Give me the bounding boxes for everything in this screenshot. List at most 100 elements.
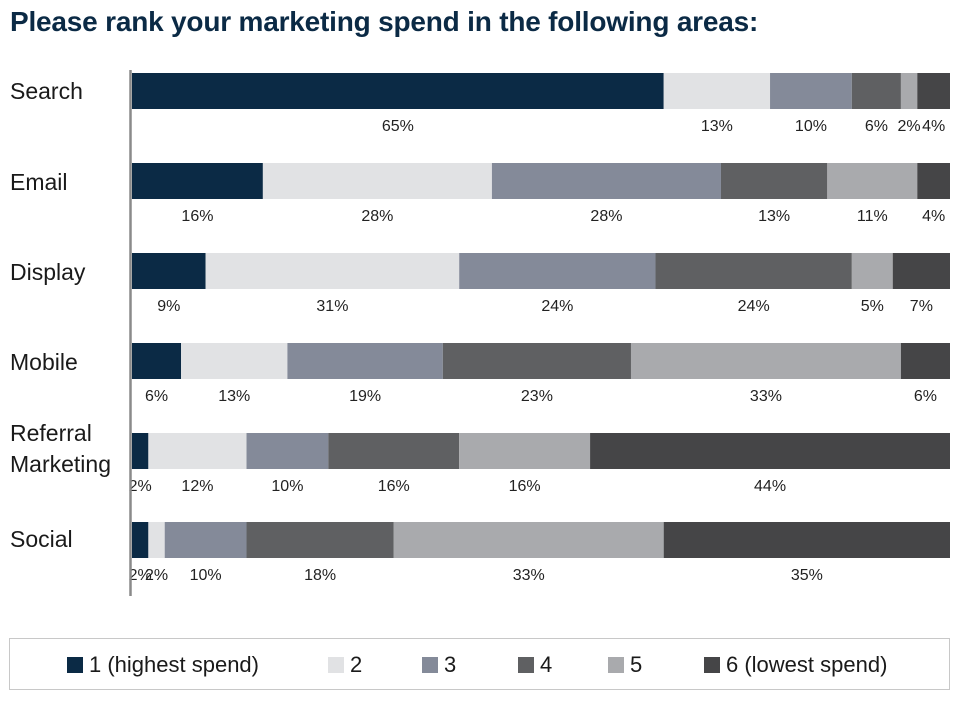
bar-segment-mobile-rank-3 [287,343,443,379]
data-label-search-rank-3: 10% [795,118,827,135]
bar-segment-display-rank-3 [459,253,656,289]
data-label-social-rank-4: 18% [304,567,336,584]
legend-swatch-rank-1 [67,657,83,673]
data-label-referral-marketing-rank-6: 44% [754,478,786,495]
legend-item-rank-4: 4 [518,639,552,691]
data-label-social-rank-2: 2% [145,567,168,584]
legend: 1 (highest spend) 2 3 4 5 6 (lowest spend) [9,638,950,690]
data-label-mobile-rank-1: 6% [145,388,168,405]
bar-segment-referral-marketing-rank-1 [132,433,149,469]
category-label-referral-marketing: Referral Marketing [10,420,111,477]
data-label-social-rank-5: 33% [513,567,545,584]
chart-title: Please rank your marketing spend in the … [10,6,759,37]
bar-segment-email-rank-4 [720,163,828,199]
data-label-display-rank-3: 24% [541,298,573,315]
bar-segment-social-rank-5 [393,522,664,558]
bar-segment-display-rank-6 [892,253,950,289]
legend-label-rank-2: 2 [350,652,363,677]
legend-swatch-rank-2 [328,657,344,673]
legend-item-rank-1: 1 (highest spend) [67,639,259,691]
bar-segment-social-rank-1 [132,522,149,558]
legend-swatch-rank-5 [608,657,624,673]
legend-item-rank-6: 6 (lowest spend) [704,639,887,691]
bar-segment-mobile-rank-6 [900,343,950,379]
bar-chart-plot: Search Email Display Mobile Referral Marketin… [10,70,950,596]
legend-item-rank-2: 2 [328,639,362,691]
bars-layer [132,73,950,558]
bar-segment-search-rank-5 [900,73,918,109]
data-label-display-rank-6: 7% [910,298,933,315]
data-label-referral-marketing-rank-3: 10% [271,478,303,495]
bar-segment-mobile-rank-1 [132,343,182,379]
bar-segment-search-rank-6 [917,73,950,109]
data-label-email-rank-4: 13% [758,208,790,225]
data-label-display-rank-2: 31% [316,298,348,315]
bar-segment-email-rank-5 [827,163,918,199]
legend-swatch-rank-6 [704,657,720,673]
legend-label-rank-6: 6 (lowest spend) [726,652,888,677]
data-label-email-rank-2: 28% [361,208,393,225]
bar-segment-social-rank-3 [164,522,247,558]
bar-segment-referral-marketing-rank-5 [459,433,591,469]
category-label-email: Email [10,169,68,195]
data-label-email-rank-3: 28% [590,208,622,225]
category-labels: Search Email Display Mobile Referral Marketin… [10,78,111,552]
legend-label-rank-1: 1 (highest spend) [89,652,259,677]
bar-segment-social-rank-4 [246,522,394,558]
data-label-search-rank-6: 4% [922,118,945,135]
bar-segment-mobile-rank-2 [181,343,288,379]
legend-item-rank-5: 5 [608,639,642,691]
data-label-mobile-rank-2: 13% [218,388,250,405]
category-label-mobile: Mobile [10,349,78,375]
bar-segment-search-rank-3 [770,73,852,109]
data-label-email-rank-1: 16% [181,208,213,225]
data-label-search-rank-1: 65% [382,118,414,135]
bar-segment-display-rank-2 [205,253,460,289]
bar-segment-social-rank-6 [663,522,950,558]
bar-segment-referral-marketing-rank-6 [590,433,950,469]
data-label-mobile-rank-5: 33% [750,388,782,405]
data-label-display-rank-5: 5% [861,298,884,315]
category-label-display: Display [10,259,86,285]
data-label-display-rank-4: 24% [738,298,770,315]
data-label-display-rank-1: 9% [157,298,180,315]
bar-segment-referral-marketing-rank-2 [148,433,247,469]
data-label-referral-marketing-rank-4: 16% [378,478,410,495]
bar-segment-email-rank-2 [262,163,492,199]
bar-segment-search-rank-4 [851,73,901,109]
data-label-email-rank-6: 4% [922,208,945,225]
data-label-mobile-rank-3: 19% [349,388,381,405]
bar-segment-search-rank-2 [663,73,771,109]
bar-segment-email-rank-1 [132,163,263,199]
data-labels: 65% 13% 10% 6% 2% 4%16% 28% 28% 13% 11% 4%9% 31% 24%… [129,118,946,584]
bar-segment-mobile-rank-4 [442,343,631,379]
data-label-social-rank-6: 35% [791,567,823,584]
bar-segment-social-rank-2 [148,522,165,558]
bar-segment-referral-marketing-rank-4 [328,433,460,469]
data-label-referral-marketing-rank-1: 2% [129,478,152,495]
bar-segment-email-rank-6 [917,163,950,199]
data-label-referral-marketing-rank-5: 16% [509,478,541,495]
data-label-email-rank-5: 11% [857,208,888,225]
data-label-referral-marketing-rank-2: 12% [181,478,213,495]
data-label-social-rank-1: 2% [129,567,152,584]
bar-segment-display-rank-4 [655,253,852,289]
legend-label-rank-4: 4 [540,652,553,677]
bar-segment-email-rank-3 [491,163,721,199]
legend-swatch-rank-4 [518,657,534,673]
legend-swatch-rank-3 [422,657,438,673]
bar-segment-display-rank-1 [132,253,206,289]
data-label-search-rank-5: 2% [898,118,921,135]
legend-label-rank-5: 5 [630,652,643,677]
data-label-mobile-rank-6: 6% [914,388,937,405]
legend-item-rank-3: 3 [422,639,456,691]
legend-label-rank-3: 3 [444,652,457,677]
bar-segment-search-rank-1 [132,73,664,109]
data-label-social-rank-3: 10% [190,567,222,584]
data-label-search-rank-2: 13% [701,118,733,135]
data-label-search-rank-4: 6% [865,118,888,135]
bar-segment-referral-marketing-rank-3 [246,433,329,469]
category-label-social: Social [10,526,73,552]
category-label-search: Search [10,78,83,104]
